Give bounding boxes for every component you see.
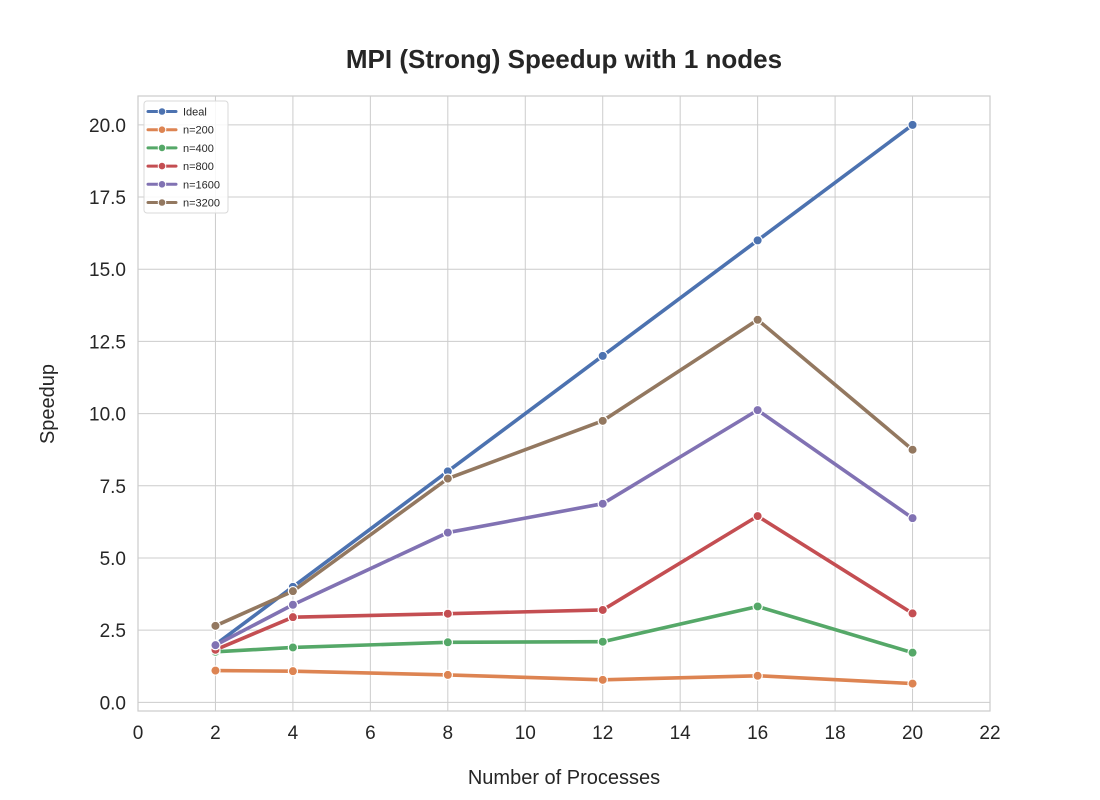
legend-label: n=200 [183,125,214,137]
y-tick-label: 7.5 [100,477,126,498]
x-tick-label: 10 [515,723,536,744]
series-n=1600 [210,404,918,651]
data-point [907,647,918,658]
legend-item: n=200 [146,125,214,137]
data-point [210,665,221,676]
data-point [442,637,454,648]
y-tick-label: 15.0 [89,260,126,281]
data-point [287,599,299,610]
data-point [752,601,763,612]
data-point [442,473,454,484]
data-point [907,678,918,689]
legend-swatch-marker [157,161,167,171]
x-tick-label: 0 [133,723,144,744]
data-point [752,235,763,246]
data-point [287,585,299,597]
data-point [597,498,608,509]
x-tick-label: 4 [288,723,299,744]
legend-swatch-marker [157,125,167,134]
series-Ideal [210,119,918,650]
legend-label: Ideal [183,107,207,119]
y-tick-label: 12.5 [89,332,126,353]
data-point [907,608,918,619]
legend-item: n=800 [146,161,214,173]
y-tick-label: 2.5 [100,621,126,642]
x-tick-label: 6 [365,723,376,744]
x-tick-label: 8 [443,723,454,744]
y-axis-label: Speedup [37,364,59,444]
data-point [287,611,299,623]
legend-label: n=800 [183,161,214,173]
legend-label: n=400 [183,143,214,155]
chart-title: MPI (Strong) Speedup with 1 nodes [346,44,782,74]
legend-swatch-marker [157,143,167,153]
y-tick-label: 20.0 [89,116,126,137]
data-point [907,444,918,455]
legend-item: n=400 [146,143,214,155]
legend-swatch-marker [157,107,167,116]
data-point [752,510,763,522]
series-n=800 [210,510,918,655]
data-point [597,415,608,427]
plot-frame [137,95,991,712]
data-point [287,665,299,677]
series-line [213,123,915,647]
x-tick-label: 16 [747,723,768,744]
y-tick-label: 0.0 [100,693,126,714]
legend-label: n=3200 [183,198,220,210]
x-tick-label: 20 [902,723,923,744]
data-point [442,527,454,538]
legend-label: n=1600 [183,179,220,191]
legend-item: Ideal [146,107,207,119]
series-n=3200 [210,314,918,632]
legend-item: n=1600 [146,179,220,191]
data-point [442,608,454,619]
y-axis-ticks: 0.0 2.5 5.0 7.5 10.0 12.5 15.0 17.5 20.0 [89,116,126,714]
series-line [213,604,915,655]
legend: Ideal n=200 n=400 n=800 n=1600 n=3200 [143,100,229,214]
data-point [442,669,454,681]
series-n=200 [210,665,918,689]
x-tick-label: 22 [979,723,1000,744]
x-tick-label: 14 [670,723,692,744]
data-point [597,674,608,686]
data-point [907,119,918,131]
data-point [287,642,299,653]
legend-swatch-marker [157,180,167,189]
y-tick-label: 10.0 [89,405,126,426]
series-line [213,668,915,686]
data-point [210,639,221,651]
series-line [213,317,915,628]
series-line [213,514,915,652]
series-layer [210,119,918,689]
data-point [752,404,763,416]
data-point [597,636,608,647]
x-axis-label: Number of Processes [468,767,660,789]
y-tick-label: 5.0 [100,549,126,570]
x-axis-ticks: 0 2 4 6 8 10 12 14 16 18 20 22 [133,723,1001,744]
data-point [907,512,918,524]
data-point [597,350,608,362]
data-point [210,620,221,632]
series-n=400 [210,601,918,658]
legend-swatch-marker [157,198,167,207]
x-tick-label: 18 [825,723,846,744]
data-point [597,604,608,616]
x-tick-label: 12 [592,723,613,744]
series-line [213,408,915,647]
y-tick-label: 17.5 [89,188,126,209]
legend-item: n=3200 [146,198,220,210]
data-point [752,314,763,325]
x-tick-label: 2 [210,723,221,744]
data-point [752,670,763,681]
